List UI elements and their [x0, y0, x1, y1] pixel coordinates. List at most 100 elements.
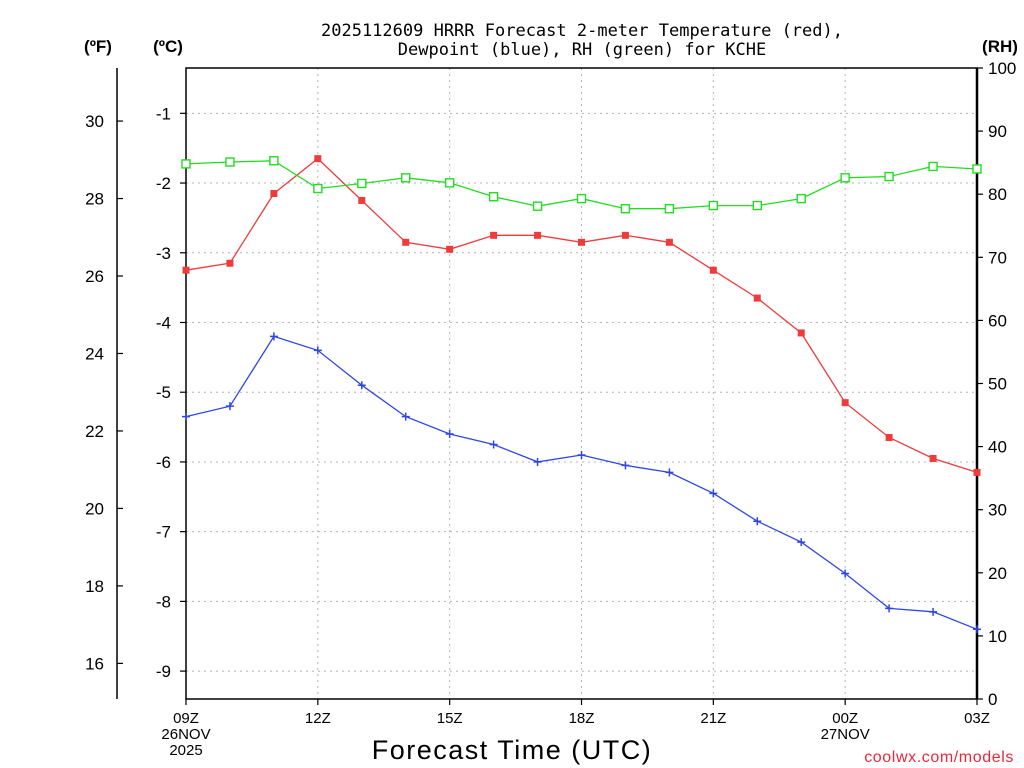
celsius-tick-label: -3: [156, 244, 171, 263]
rh-tick-label: 0: [988, 690, 997, 709]
dewpoint-point: [577, 450, 586, 459]
dewpoint-point: [269, 332, 278, 341]
rh-tick-label: 80: [988, 185, 1007, 204]
grid-layer: [186, 68, 977, 699]
fahrenheit-tick-label: 26: [85, 267, 104, 286]
dewpoint-point: [709, 489, 718, 498]
fahrenheit-tick-label: 18: [85, 577, 104, 596]
x-axis-title: Forecast Time (UTC): [372, 735, 653, 765]
rh-tick-label: 100: [988, 59, 1016, 78]
temperature-point: [885, 434, 893, 442]
rh-point: [620, 204, 631, 214]
dewpoint-point: [621, 461, 630, 470]
rh-point: [488, 192, 499, 202]
temperature-point: [446, 245, 454, 253]
celsius-tick-label: -4: [156, 313, 171, 332]
x-tick-label: 26NOV: [161, 726, 210, 743]
temperature-point: [534, 231, 542, 239]
rh-point: [576, 193, 587, 204]
x-tick-label: 27NOV: [821, 726, 870, 743]
dewpoint-point: [665, 468, 674, 477]
celsius-tick-label: -5: [156, 383, 171, 402]
x-tick-label: 18Z: [569, 710, 595, 727]
credit-text: coolwx.com/models: [864, 749, 1014, 766]
rh-tick-label: 60: [988, 311, 1007, 330]
celsius-tick-label: -9: [156, 662, 171, 681]
rh-point: [796, 193, 806, 204]
dewpoint-point: [885, 604, 894, 613]
series-layer: [181, 155, 982, 634]
dewpoint-point: [313, 346, 322, 355]
dewpoint-point: [973, 625, 981, 634]
rh-point: [313, 183, 323, 194]
x-tick-label: 09Z: [173, 710, 199, 727]
rh-tick-label: 20: [988, 564, 1007, 583]
dewpoint-point: [182, 412, 190, 421]
temperature-point: [753, 294, 761, 302]
rh-tick-label: 30: [988, 501, 1007, 520]
rh-tick-label: 90: [988, 122, 1007, 141]
rh-point: [225, 157, 235, 167]
rh-tick-label: 70: [988, 248, 1007, 267]
temperature-point: [226, 259, 234, 267]
dewpoint-point: [929, 607, 938, 616]
x-tick-label: 12Z: [305, 710, 331, 727]
temperature-point: [578, 238, 585, 246]
rh-point: [840, 173, 850, 183]
fahrenheit-unit-label: (ºF): [84, 37, 112, 56]
rh-point: [269, 156, 279, 166]
temperature-point: [270, 190, 278, 198]
dewpoint-point: [797, 538, 806, 547]
fahrenheit-tick-label: 22: [85, 422, 104, 441]
rh-point: [664, 204, 675, 214]
dewpoint-point: [753, 517, 762, 526]
dewpoint-point: [841, 569, 850, 578]
rh-point: [972, 164, 982, 174]
rh-tick-label: 50: [988, 375, 1007, 394]
celsius-tick-label: -7: [156, 523, 171, 542]
celsius-tick-label: -6: [156, 453, 171, 472]
rh-point: [444, 178, 455, 188]
dewpoint-point: [445, 430, 454, 439]
x-tick-label: 2025: [169, 742, 202, 759]
rh-unit-label: (RH): [982, 37, 1018, 56]
temperature-point: [402, 238, 410, 246]
temperature-point: [973, 468, 981, 476]
rh-tick-label: 10: [988, 627, 1007, 646]
temperature-point: [665, 238, 673, 246]
x-tick-label: 21Z: [700, 710, 726, 727]
rh-point: [884, 171, 894, 182]
rh-point: [532, 201, 543, 211]
fahrenheit-tick-label: 28: [85, 190, 104, 209]
temperature-point: [797, 329, 805, 337]
dewpoint-point: [357, 381, 366, 390]
x-tick-label: 03Z: [964, 710, 990, 727]
rh-point: [928, 161, 938, 172]
dewpoint-point: [225, 402, 234, 411]
temperature-point: [182, 266, 190, 274]
fahrenheit-tick-label: 30: [85, 112, 104, 131]
celsius-tick-label: -8: [156, 592, 171, 611]
temperature-point: [358, 196, 366, 204]
x-tick-label: 00Z: [832, 710, 858, 727]
fahrenheit-tick-label: 16: [85, 654, 104, 673]
rh-point: [357, 178, 367, 189]
rh-point: [708, 200, 719, 211]
temperature-point: [841, 399, 849, 407]
temperature-point: [490, 231, 498, 239]
rh-point: [181, 159, 191, 169]
dewpoint-point: [401, 412, 410, 421]
celsius-unit-label: (ºC): [153, 37, 183, 56]
temperature-point: [709, 266, 717, 274]
chart-title-line-1: 2025112609 HRRR Forecast 2-meter Tempera…: [321, 21, 843, 41]
plot-frame: [185, 67, 978, 700]
celsius-tick-label: -2: [156, 174, 171, 193]
celsius-tick-label: -1: [156, 104, 171, 123]
fahrenheit-tick-label: 20: [85, 499, 104, 518]
rh-point: [752, 200, 762, 211]
temperature-point: [314, 155, 322, 163]
rh-tick-label: 40: [988, 438, 1007, 457]
rh-point: [401, 173, 411, 183]
